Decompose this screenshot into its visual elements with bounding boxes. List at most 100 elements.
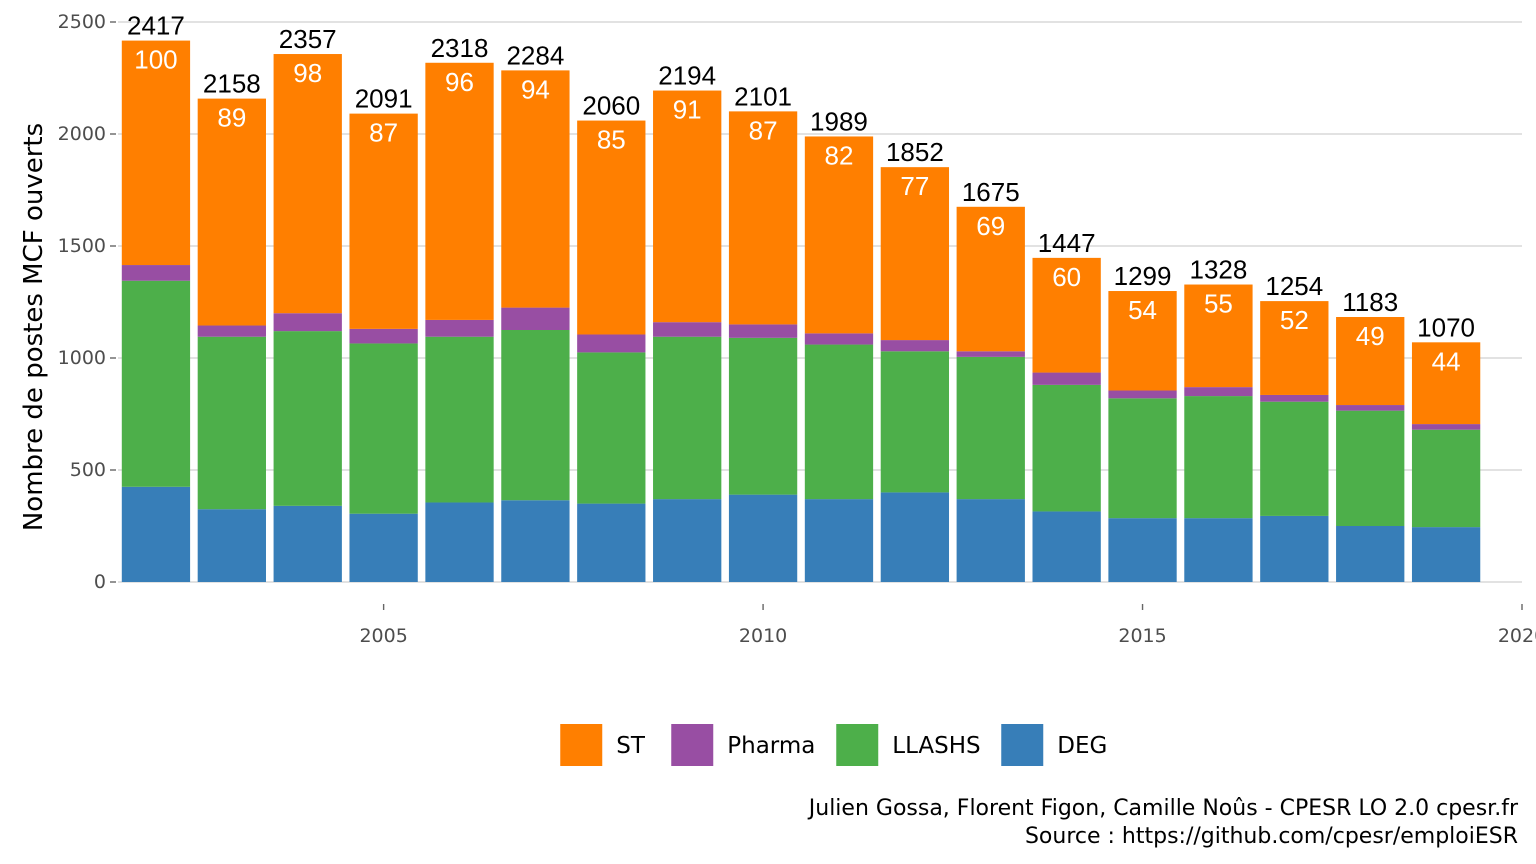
legend-key-deg [1001,724,1044,766]
bar-index-label: 94 [521,74,550,104]
bar-llashs [197,336,266,510]
bar-llashs [804,344,874,500]
bar-total-label: 2357 [279,24,337,54]
bar-llashs [1260,401,1329,516]
bar-pharma [880,340,950,352]
bar-index-label: 54 [1128,295,1157,325]
bar-total-label: 2417 [127,11,185,41]
bar-total-label: 2194 [658,61,716,91]
bar-pharma [425,319,494,337]
bar-pharma [1032,372,1101,385]
bar-pharma [501,307,570,330]
bar-st [880,167,950,341]
bar-st [728,111,798,325]
legend-label: Pharma [727,733,815,759]
bar-index-label: 100 [134,45,177,75]
bar-total-label: 2091 [355,84,413,114]
bar-deg [1184,518,1253,582]
bar-deg [349,513,418,582]
bar-deg [425,502,494,582]
bar-total-label: 2158 [203,69,261,99]
bar-index-label: 87 [749,115,778,145]
bar-deg [501,500,570,582]
legend-key-pharma [671,724,714,766]
bar-llashs [1411,429,1481,528]
axes: 0 500 1000 1500 2000 2500 2005 2010 2015 2020 [58,11,1536,647]
legend-label: LLASHS [892,733,980,759]
bar-index-label: 87 [369,118,398,148]
bar-index-label: 96 [445,67,474,97]
bar-total-label: 1852 [886,137,944,167]
bar-index-label: 98 [293,58,322,88]
bar-total-label: 1299 [1114,261,1172,291]
bar-index-label: 69 [976,211,1005,241]
bar-pharma [956,351,1025,357]
bar-total-label: 2101 [734,81,792,111]
bar-index-label: 52 [1280,305,1309,335]
bar-index-label: 77 [900,171,929,201]
bar-llashs [577,352,646,504]
bar-st [501,70,570,308]
bar-total-label: 1675 [962,177,1020,207]
bar-deg [577,503,646,582]
bar-total-label: 2284 [506,40,564,70]
bar-index-label: 91 [673,95,702,125]
caption-source: Source : https://github.com/cpesr/emploi… [1025,824,1518,849]
bar-pharma [1184,387,1253,397]
bar-index-label: 82 [825,140,854,170]
bar-st [1108,291,1177,391]
bar-st [121,40,191,266]
bar-pharma [1260,394,1329,402]
bar-deg [1108,518,1177,582]
bar-deg [1032,511,1101,582]
bar-index-label: 55 [1204,289,1233,319]
legend: ST Pharma LLASHS DEG [560,724,1107,766]
bar-st [273,54,342,314]
y-tick-label: 2000 [58,123,106,145]
bar-deg [273,505,342,582]
y-axis-title: Nombre de postes MCF ouverts [19,123,49,531]
legend-label: DEG [1057,733,1107,759]
bar-llashs [349,343,418,514]
bar-st [1032,257,1101,373]
bar-pharma [577,334,646,353]
legend-key-st [560,724,603,766]
bar-llashs [880,351,950,493]
legend-item-llashs: LLASHS [836,724,981,766]
bar-index-label: 49 [1356,321,1385,351]
bar-pharma [1336,405,1405,411]
bar-pharma [728,324,798,338]
bar-labels: 2417 100 2158 89 2357 98 2091 87 2318 96 2284 94 206… [127,11,1475,377]
bar-llashs [1108,398,1177,519]
bar-deg [728,494,798,582]
bar-deg [653,499,722,582]
bar-pharma [804,333,874,345]
bar-total-label: 1989 [810,106,868,136]
y-tick-label: 500 [70,459,106,481]
x-tick-label: 2005 [359,625,407,647]
bar-pharma [349,328,418,344]
bar-llashs [501,330,570,501]
bar-deg [197,509,266,582]
bar-deg [1411,527,1481,582]
caption-credits: Julien Gossa, Florent Figon, Camille Noû… [807,796,1519,821]
y-tick-label: 1000 [58,347,106,369]
bar-llashs [425,336,494,503]
bar-deg [1336,526,1405,582]
legend-label: ST [616,733,646,759]
bar-pharma [273,313,342,332]
bars [121,40,1481,582]
bar-total-label: 2060 [582,91,640,121]
bar-pharma [121,265,191,281]
legend-key-llashs [836,724,879,766]
bar-st [349,113,418,329]
bar-st [1184,284,1253,388]
bar-st [1411,342,1481,425]
legend-item-deg: DEG [1001,724,1107,766]
bar-index-label: 85 [597,125,626,155]
bar-deg [1260,515,1329,582]
y-tick-label: 0 [94,571,106,593]
y-tick-label: 2500 [58,11,106,33]
bar-llashs [1336,410,1405,526]
